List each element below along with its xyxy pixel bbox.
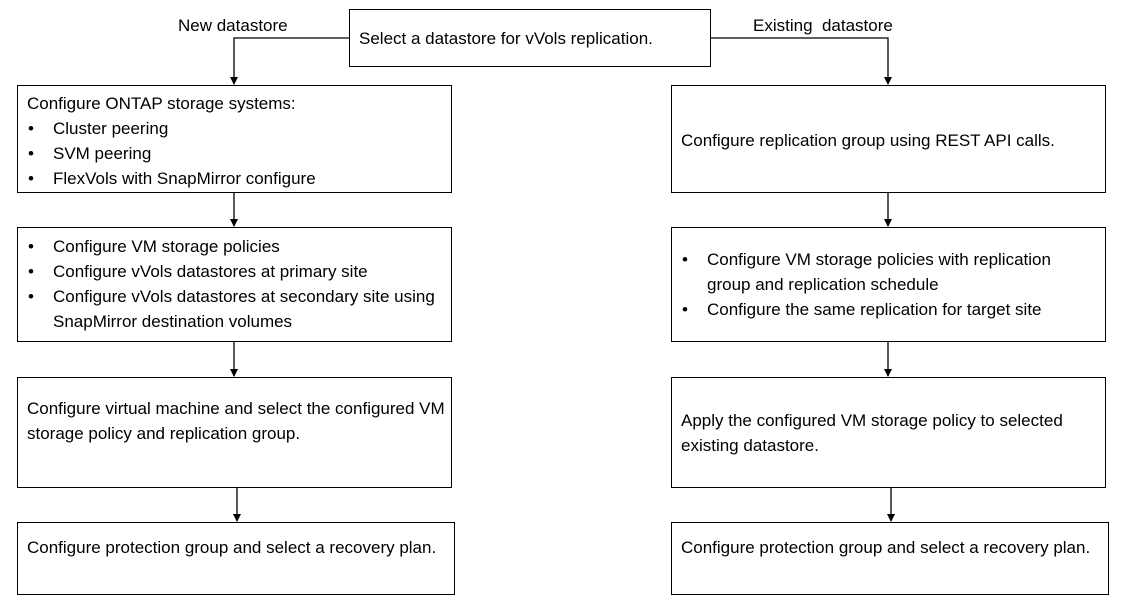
right-box-configure-policies: • Configure VM storage policies with repl… (671, 227, 1106, 342)
existing-datastore-label: Existing datastore (753, 16, 893, 35)
left-box-configure-policies: • Configure VM storage policies • Configur… (17, 227, 452, 342)
left-box-2-item: • Configure vVols datastores at secondary… (28, 287, 435, 331)
right-box-2-item: • Configure the same replication for targ… (682, 300, 1042, 319)
left-box-1-item: • FlexVols with SnapMirror configure (28, 169, 316, 188)
left-box-4-text: Configure protection group and select a … (27, 538, 437, 557)
start-box: Select a datastore for vVols replication… (349, 9, 711, 67)
left-box-1-heading: Configure ONTAP storage systems: (27, 94, 296, 113)
left-box-2-item: • Configure vVols datastores at primary s… (28, 262, 368, 281)
right-box-protection-group: Configure protection group and select a … (671, 522, 1109, 595)
arrow-existing-datastore (710, 37, 892, 85)
right-box-replication-group: Configure replication group using REST A… (671, 85, 1106, 193)
right-box-2-item: • Configure VM storage policies with repl… (682, 250, 1051, 294)
new-datastore-label: New datastore (178, 16, 288, 35)
left-box-configure-vm: Configure virtual machine and select the… (17, 377, 452, 488)
right-box-4-text: Configure protection group and select a … (681, 538, 1091, 557)
left-box-1-item: • Cluster peering (28, 119, 169, 138)
right-box-1-text: Configure replication group using REST A… (681, 131, 1055, 150)
arrow-new-datastore (230, 37, 350, 85)
right-box-apply-policy: Apply the configured VM storage policy t… (671, 377, 1106, 488)
left-box-1-item: • SVM peering (28, 144, 152, 163)
right-box-3-text: Apply the configured VM storage policy t… (681, 411, 1063, 455)
left-box-configure-ontap: Configure ONTAP storage systems: • Cluste… (17, 85, 452, 193)
start-text: Select a datastore for vVols replication… (359, 29, 653, 48)
left-box-2-item: • Configure VM storage policies (28, 237, 280, 256)
left-box-protection-group: Configure protection group and select a … (17, 522, 455, 595)
left-box-3-text: Configure virtual machine and select the… (27, 399, 445, 443)
